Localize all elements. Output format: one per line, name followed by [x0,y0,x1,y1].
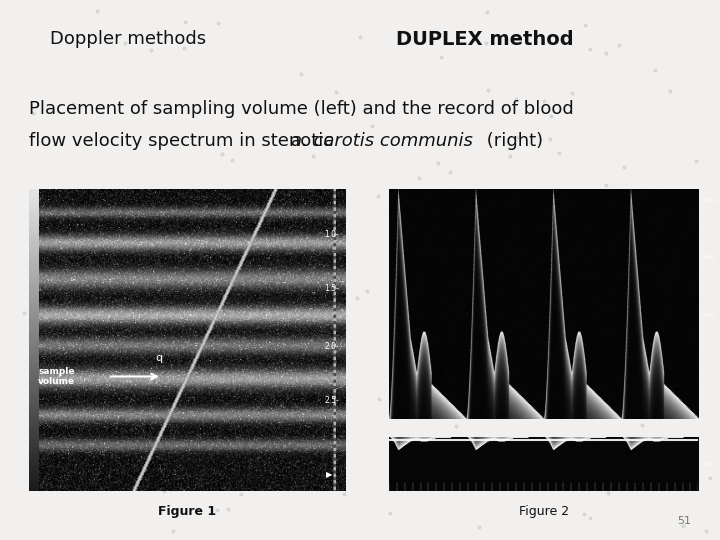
Text: 51: 51 [678,516,691,526]
Text: 2.5-: 2.5- [325,396,339,405]
Text: 1.5-: 1.5- [325,284,339,293]
Text: 1.00-: 1.00- [701,198,717,203]
Text: DUPLEX method: DUPLEX method [396,30,574,49]
Text: 2.0-: 2.0- [325,342,339,351]
Text: a. carotis communis: a. carotis communis [291,132,473,150]
Text: +80-: +80- [701,255,716,260]
Text: Doppler methods: Doppler methods [50,30,207,48]
Text: Figure 1: Figure 1 [158,505,216,518]
Text: sample
volume: sample volume [38,367,76,386]
Text: ▶: ▶ [326,470,333,480]
Text: 1.0-: 1.0- [325,230,339,239]
Text: q: q [156,353,163,363]
Text: Placement of sampling volume (left) and the record of blood: Placement of sampling volume (left) and … [29,100,574,118]
Text: -20-: -20- [701,462,714,467]
Text: flow velocity spectrum in stenotic: flow velocity spectrum in stenotic [29,132,339,150]
Text: (right): (right) [481,132,543,150]
Text: Figure 2: Figure 2 [518,505,569,518]
Text: +60-: +60- [701,313,716,318]
